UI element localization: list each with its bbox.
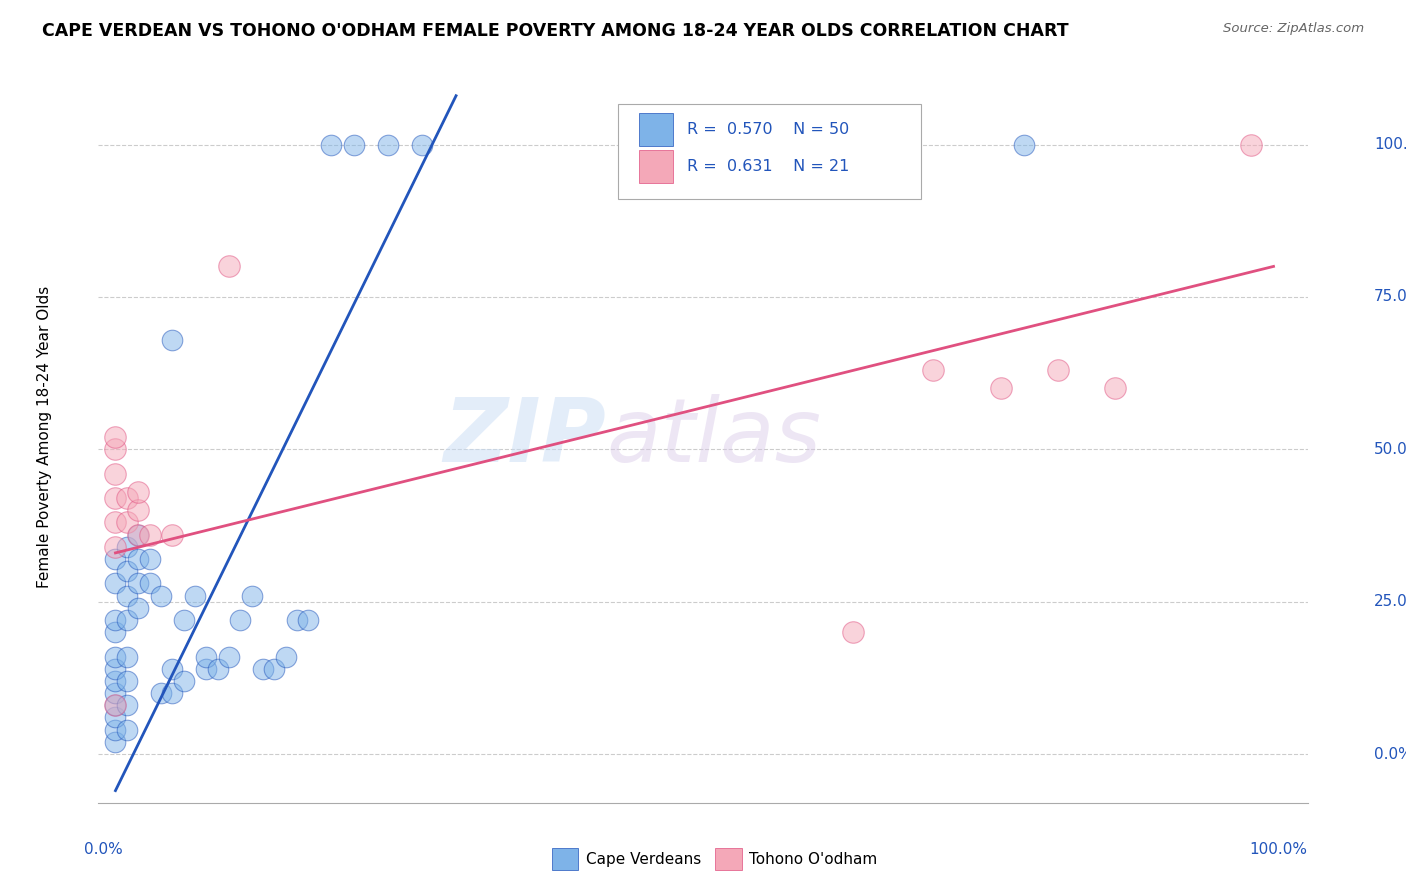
Point <box>115 698 138 713</box>
Point <box>104 673 127 688</box>
Point <box>160 527 183 541</box>
Point <box>229 613 252 627</box>
Text: R =  0.631    N = 21: R = 0.631 N = 21 <box>688 159 849 174</box>
Point <box>104 625 127 640</box>
Point <box>104 430 127 444</box>
Point <box>274 649 297 664</box>
Point <box>127 576 149 591</box>
Point <box>127 527 149 541</box>
Bar <box>716 848 742 870</box>
Point <box>263 662 285 676</box>
Point <box>104 735 127 749</box>
Point <box>104 576 127 591</box>
Point <box>195 649 218 664</box>
Text: CAPE VERDEAN VS TOHONO O'ODHAM FEMALE POVERTY AMONG 18-24 YEAR OLDS CORRELATION : CAPE VERDEAN VS TOHONO O'ODHAM FEMALE PO… <box>42 22 1069 40</box>
Point <box>1046 363 1069 377</box>
Text: 0.0%: 0.0% <box>84 842 122 857</box>
FancyBboxPatch shape <box>619 104 921 200</box>
Point <box>240 589 263 603</box>
Point <box>207 662 229 676</box>
Point <box>297 613 319 627</box>
Text: 25.0%: 25.0% <box>1374 594 1406 609</box>
Bar <box>638 150 673 183</box>
Point <box>138 576 160 591</box>
Point <box>127 485 149 500</box>
Point <box>922 363 945 377</box>
Point <box>173 673 195 688</box>
Point <box>115 516 138 530</box>
Point <box>115 723 138 737</box>
Point <box>104 662 127 676</box>
Point <box>104 686 127 700</box>
Point <box>321 137 343 152</box>
Point <box>115 673 138 688</box>
Point <box>149 686 172 700</box>
Bar <box>638 113 673 146</box>
Text: R =  0.570    N = 50: R = 0.570 N = 50 <box>688 122 849 137</box>
Point <box>842 625 865 640</box>
Point <box>104 540 127 554</box>
Text: 100.0%: 100.0% <box>1374 137 1406 152</box>
Point <box>990 381 1012 395</box>
Bar <box>551 848 578 870</box>
Point <box>149 589 172 603</box>
Point <box>104 467 127 481</box>
Point <box>138 527 160 541</box>
Point <box>104 552 127 566</box>
Text: Source: ZipAtlas.com: Source: ZipAtlas.com <box>1223 22 1364 36</box>
Text: ZIP: ZIP <box>443 393 606 481</box>
Point <box>115 540 138 554</box>
Point <box>127 600 149 615</box>
Point <box>1104 381 1126 395</box>
Point <box>138 552 160 566</box>
Point <box>104 698 127 713</box>
Text: 50.0%: 50.0% <box>1374 442 1406 457</box>
Point <box>104 649 127 664</box>
Point <box>173 613 195 627</box>
Point <box>104 613 127 627</box>
Point <box>1240 137 1263 152</box>
Point <box>160 686 183 700</box>
Point <box>104 516 127 530</box>
Point <box>184 589 207 603</box>
Point <box>127 552 149 566</box>
Point <box>195 662 218 676</box>
Point <box>104 723 127 737</box>
Point <box>104 710 127 724</box>
Point <box>104 442 127 457</box>
Point <box>160 333 183 347</box>
Point <box>252 662 274 676</box>
Point <box>127 503 149 517</box>
Point <box>127 527 149 541</box>
Point <box>104 698 127 713</box>
Point <box>115 589 138 603</box>
Text: 0.0%: 0.0% <box>1374 747 1406 762</box>
Point <box>115 491 138 505</box>
Point <box>115 649 138 664</box>
Text: Female Poverty Among 18-24 Year Olds: Female Poverty Among 18-24 Year Olds <box>37 286 52 588</box>
Text: Tohono O'odham: Tohono O'odham <box>749 852 877 867</box>
Point <box>115 564 138 578</box>
Point <box>411 137 433 152</box>
Point <box>377 137 399 152</box>
Point <box>285 613 308 627</box>
Text: 100.0%: 100.0% <box>1250 842 1308 857</box>
Point <box>343 137 366 152</box>
Text: Cape Verdeans: Cape Verdeans <box>586 852 702 867</box>
Point <box>115 613 138 627</box>
Point <box>160 662 183 676</box>
Text: atlas: atlas <box>606 394 821 480</box>
Point <box>1012 137 1035 152</box>
Text: 75.0%: 75.0% <box>1374 289 1406 304</box>
Point <box>218 649 240 664</box>
Point <box>218 260 240 274</box>
Point <box>104 491 127 505</box>
